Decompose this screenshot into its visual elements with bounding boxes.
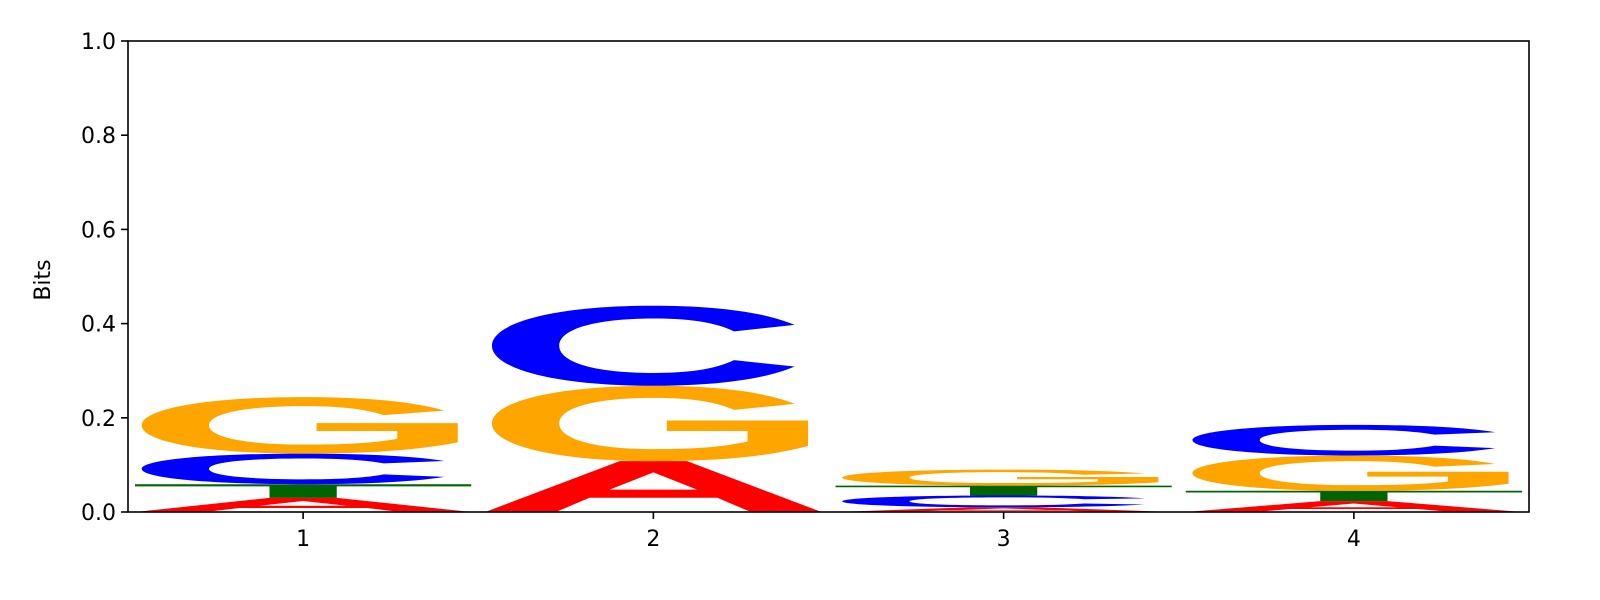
logo-letter-c-pos1 xyxy=(141,453,445,485)
x-tick-label: 3 xyxy=(997,527,1011,552)
y-tick-label: 0.4 xyxy=(81,313,116,338)
plot-frame xyxy=(127,40,1530,513)
y-tick-label: 1.0 xyxy=(81,30,116,55)
logo-letter-g-pos2 xyxy=(491,385,809,462)
logo-letter-a-pos1 xyxy=(135,497,472,512)
logo-letter-c-pos3 xyxy=(842,495,1145,508)
logo-letter-c-pos2 xyxy=(491,305,795,386)
x-tick-label: 1 xyxy=(296,527,310,552)
logo-letter-a-pos2 xyxy=(485,461,822,512)
logo-letter-g-pos1 xyxy=(141,397,458,454)
logo-letter-g-pos4 xyxy=(1192,455,1509,491)
logo-letter-t-pos1 xyxy=(135,484,472,498)
logo-letter-a-pos3 xyxy=(835,507,1172,512)
logo-letter-a-pos4 xyxy=(1185,501,1522,512)
x-axis: 1 2 3 4 xyxy=(296,512,1361,552)
logo-letters xyxy=(135,305,1522,512)
x-tick-label: 4 xyxy=(1347,527,1361,552)
logo-letter-g-pos3 xyxy=(842,469,1159,486)
logo-letter-c-pos4 xyxy=(1192,424,1496,456)
logo-letter-t-pos3 xyxy=(835,485,1172,496)
y-tick-label: 0.6 xyxy=(81,218,116,243)
y-tick-label: 0.2 xyxy=(81,407,116,432)
y-tick-label: 0.8 xyxy=(81,124,116,149)
logo-letter-t-pos4 xyxy=(1185,490,1522,502)
x-tick-label: 2 xyxy=(646,527,660,552)
y-tick-label: 0.0 xyxy=(81,501,116,526)
y-axis-label: Bits xyxy=(31,259,56,300)
y-axis: 0.0 0.2 0.4 0.6 0.8 1.0 xyxy=(81,30,128,526)
